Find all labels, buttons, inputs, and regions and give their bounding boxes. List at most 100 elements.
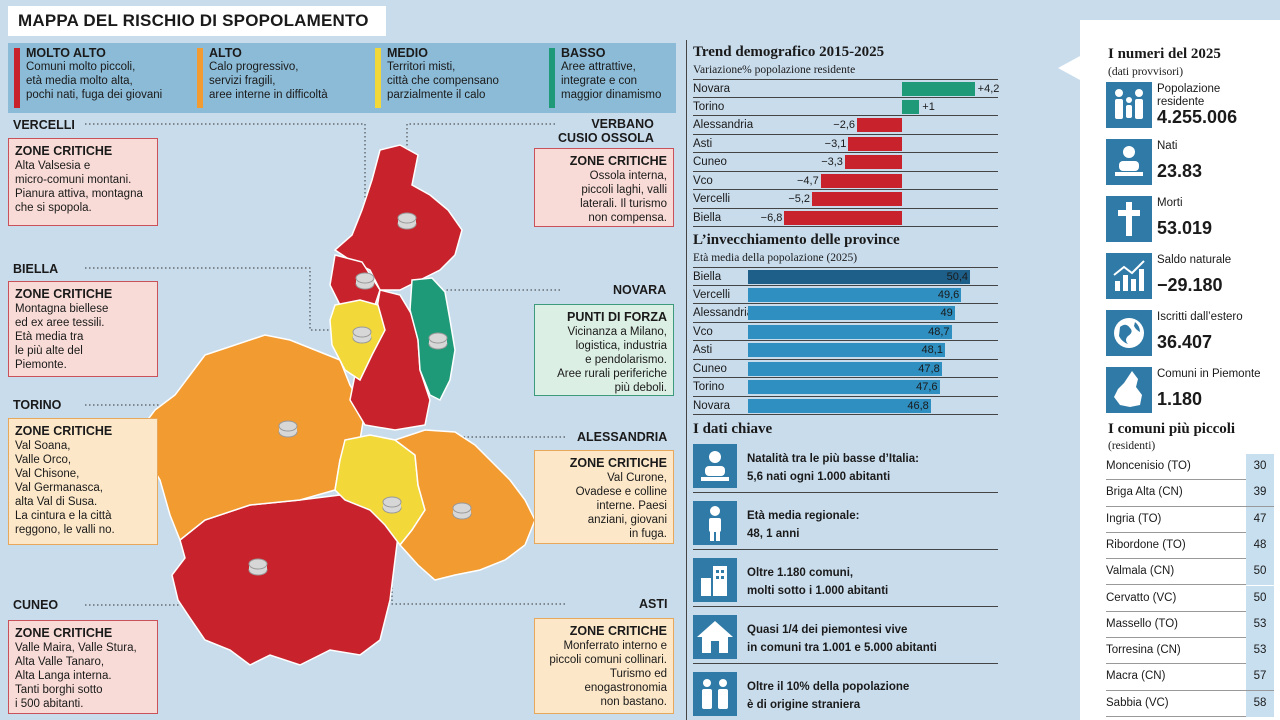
number-label: Nati [1157, 140, 1178, 152]
trend-value-label: −6,8 [760, 211, 783, 224]
trend-row: Vco −4,7 [693, 172, 998, 190]
key-line: Oltre 1.180 comuni, [747, 567, 854, 579]
number-value: −29.180 [1157, 275, 1223, 295]
numbers-panel: I numeri del 2025 (dati provvisori) Popo… [1080, 20, 1280, 720]
trend-row-label: Cuneo [693, 156, 727, 168]
aging-value-label: 50,4 [946, 271, 968, 283]
key-item: Età media regionale: 48, 1 anni [693, 497, 998, 550]
small-town-value: 30 [1246, 454, 1274, 480]
aging-row: Torino 47,6 [693, 378, 998, 397]
key-line: 48, 1 anni [747, 528, 800, 540]
box-heading: PUNTI DI FORZA [567, 310, 667, 324]
aging-bar [748, 380, 940, 394]
trend-row-label: Asti [693, 137, 713, 150]
legend-title: MEDIO [387, 46, 428, 60]
trend-row: Alessandria −2,6 [693, 116, 998, 135]
globe-icon [1106, 310, 1152, 356]
key-line: Età media regionale: [747, 510, 860, 522]
aging-bar [748, 324, 952, 339]
small-town-name: Torresina (CN) [1106, 644, 1181, 657]
province-label-alessandria: ALESSANDRIA [574, 430, 671, 444]
chart-icon [1106, 253, 1152, 299]
box-text: Alta Valsesia e micro-comuni montani. Pi… [15, 160, 143, 214]
number-label: Iscritti dall’estero [1157, 311, 1243, 323]
person-icon [693, 501, 737, 545]
small-town-row: Massello (TO) 53 [1106, 611, 1274, 639]
trend-bar [844, 155, 902, 169]
trend-bar [902, 99, 920, 114]
small-town-name: Valmala (CN) [1106, 565, 1175, 578]
piemonte-map [85, 123, 565, 666]
small-town-row: Moncenisio (TO) 30 [1106, 454, 1274, 481]
box-torino: ZONE CRITICHE Val Soana, Valle Orco, Val… [8, 418, 158, 545]
aging-row-label: Vercelli [693, 288, 731, 301]
number-value: 53.019 [1157, 218, 1213, 238]
key-text: Quasi 1/4 dei piemontesi vive in comuni … [747, 621, 937, 657]
small-title: I comuni più piccoli [1108, 421, 1236, 437]
province-label-asti: ASTI [636, 597, 671, 611]
small-town-name: Moncenisio (TO) [1106, 460, 1191, 472]
small-town-value: 58 [1246, 690, 1274, 717]
number-item: Nati 23.83 [1106, 139, 1276, 189]
trend-bar [820, 173, 902, 188]
trend-value-label: +1 [922, 100, 935, 113]
people-icon [693, 672, 737, 716]
trend-bar [902, 82, 975, 96]
aging-bar [748, 343, 945, 357]
key-data-title: I dati chiave [693, 421, 773, 437]
small-town-row: Macra (CN) 57 [1106, 664, 1274, 691]
aging-row: Alessandria 49 [693, 304, 998, 323]
aging-row-label: Biella [693, 271, 722, 283]
aging-row: Biella 50,4 [693, 267, 998, 286]
small-town-name: Macra (CN) [1106, 670, 1166, 683]
legend-swatch [197, 48, 203, 108]
charts-column: Trend demografico 2015-2025 Variazione% … [686, 40, 1002, 720]
number-value: 23.83 [1157, 161, 1203, 181]
aging-bar [748, 398, 931, 413]
box-cuneo: ZONE CRITICHE Valle Maira, Valle Stura, … [8, 620, 158, 714]
small-town-value: 48 [1246, 532, 1274, 559]
trend-value-label: −5,2 [788, 193, 811, 205]
trend-subtitle: Variazione% popolazione residente [693, 64, 856, 76]
legend-title: MOLTO ALTO [26, 46, 106, 60]
box-vco: ZONE CRITICHE Ossola interna, piccoli la… [534, 148, 674, 227]
box-heading: ZONE CRITICHE [569, 154, 667, 168]
aging-row: Cuneo 47,8 [693, 360, 998, 378]
key-item: Oltre il 10% della popolazione è di orig… [693, 668, 998, 720]
legend-swatch [375, 48, 381, 108]
province-label-vercelli: VERCELLI [10, 118, 78, 132]
box-asti: ZONE CRITICHE Monferrato interno e picco… [534, 618, 674, 714]
province-label-biella: BIELLA [10, 262, 62, 276]
legend-text: Calo progressivo, servizi fragili, aree … [209, 61, 328, 101]
number-item: Popolazione residente 4.255.006 [1106, 82, 1276, 132]
box-biella: ZONE CRITICHE Montagna biellese ed ex ar… [8, 281, 158, 377]
box-heading: ZONE CRITICHE [15, 287, 113, 301]
small-town-value: 57 [1246, 664, 1274, 691]
box-text: Monferrato interno e piccoli comuni coll… [549, 640, 667, 708]
aging-bar [748, 361, 942, 376]
small-town-name: Ingria (TO) [1106, 512, 1162, 525]
box-text: Ossola interna, piccoli laghi, valli lat… [580, 170, 667, 224]
box-heading: ZONE CRITICHE [569, 456, 667, 470]
trend-value-label: +4,2 [977, 83, 1000, 95]
aging-row: Asti 48,1 [693, 341, 998, 360]
number-value: 1.180 [1157, 389, 1203, 409]
trend-row: Asti −3,1 [693, 135, 998, 153]
trend-row-label: Novara [693, 83, 731, 95]
aging-value-label: 48,1 [921, 344, 943, 356]
trend-value-label: −4,7 [796, 174, 819, 187]
aging-row: Vco 48,7 [693, 323, 998, 341]
box-text: Vicinanza a Milano, logistica, industria… [557, 326, 667, 394]
aging-value-label: 47,8 [918, 362, 940, 375]
trend-row: Torino +1 [693, 98, 998, 116]
numbers-subtitle: (dati provvisori) [1108, 66, 1184, 78]
trend-row: Biella −6,8 [693, 209, 998, 227]
number-label: Popolazione residente [1157, 83, 1221, 108]
key-line: molti sotto i 1.000 abitanti [747, 585, 889, 597]
page-title: MAPPA DEL RISCHIO DI SPOPOLAMENTO [8, 6, 386, 36]
province-label-torino: TORINO [10, 398, 65, 412]
small-town-value: 53 [1246, 638, 1274, 665]
small-town-value: 39 [1246, 480, 1274, 507]
number-item: Comuni in Piemonte 1.180 [1106, 367, 1276, 417]
key-text: Natalità tra le più basse d’Italia: 5,6 … [747, 450, 919, 486]
